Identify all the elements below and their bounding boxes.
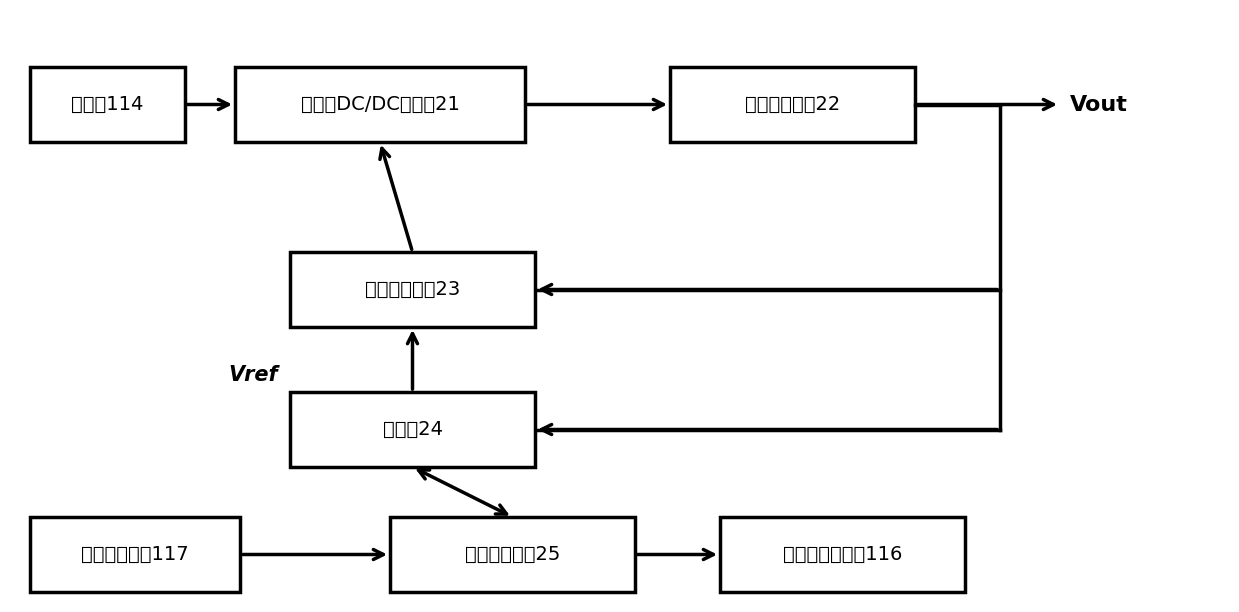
Text: 蓄电池114: 蓄电池114 <box>72 95 144 114</box>
Text: Vref: Vref <box>228 365 278 385</box>
Text: 推挽式DC/DC变换器21: 推挽式DC/DC变换器21 <box>301 95 460 114</box>
Bar <box>290 252 535 327</box>
Bar <box>30 67 185 142</box>
Text: 电源调节按钮117: 电源调节按钮117 <box>82 545 188 564</box>
Bar <box>670 67 914 142</box>
Text: 模数转换电路25: 模数转换电路25 <box>465 545 560 564</box>
Bar <box>30 517 240 592</box>
Text: 整流滤波电路22: 整流滤波电路22 <box>745 95 840 114</box>
Text: Vout: Vout <box>1070 95 1127 115</box>
Text: 单片机24: 单片机24 <box>383 420 442 439</box>
Bar <box>290 392 535 467</box>
Text: 直流输出显示屏116: 直流输出显示屏116 <box>783 545 902 564</box>
Text: 反馈控制电路23: 反馈控制电路23 <box>364 280 460 299</box>
Bar <box>235 67 525 142</box>
Bar <box>390 517 636 592</box>
Bar <box>720 517 965 592</box>
